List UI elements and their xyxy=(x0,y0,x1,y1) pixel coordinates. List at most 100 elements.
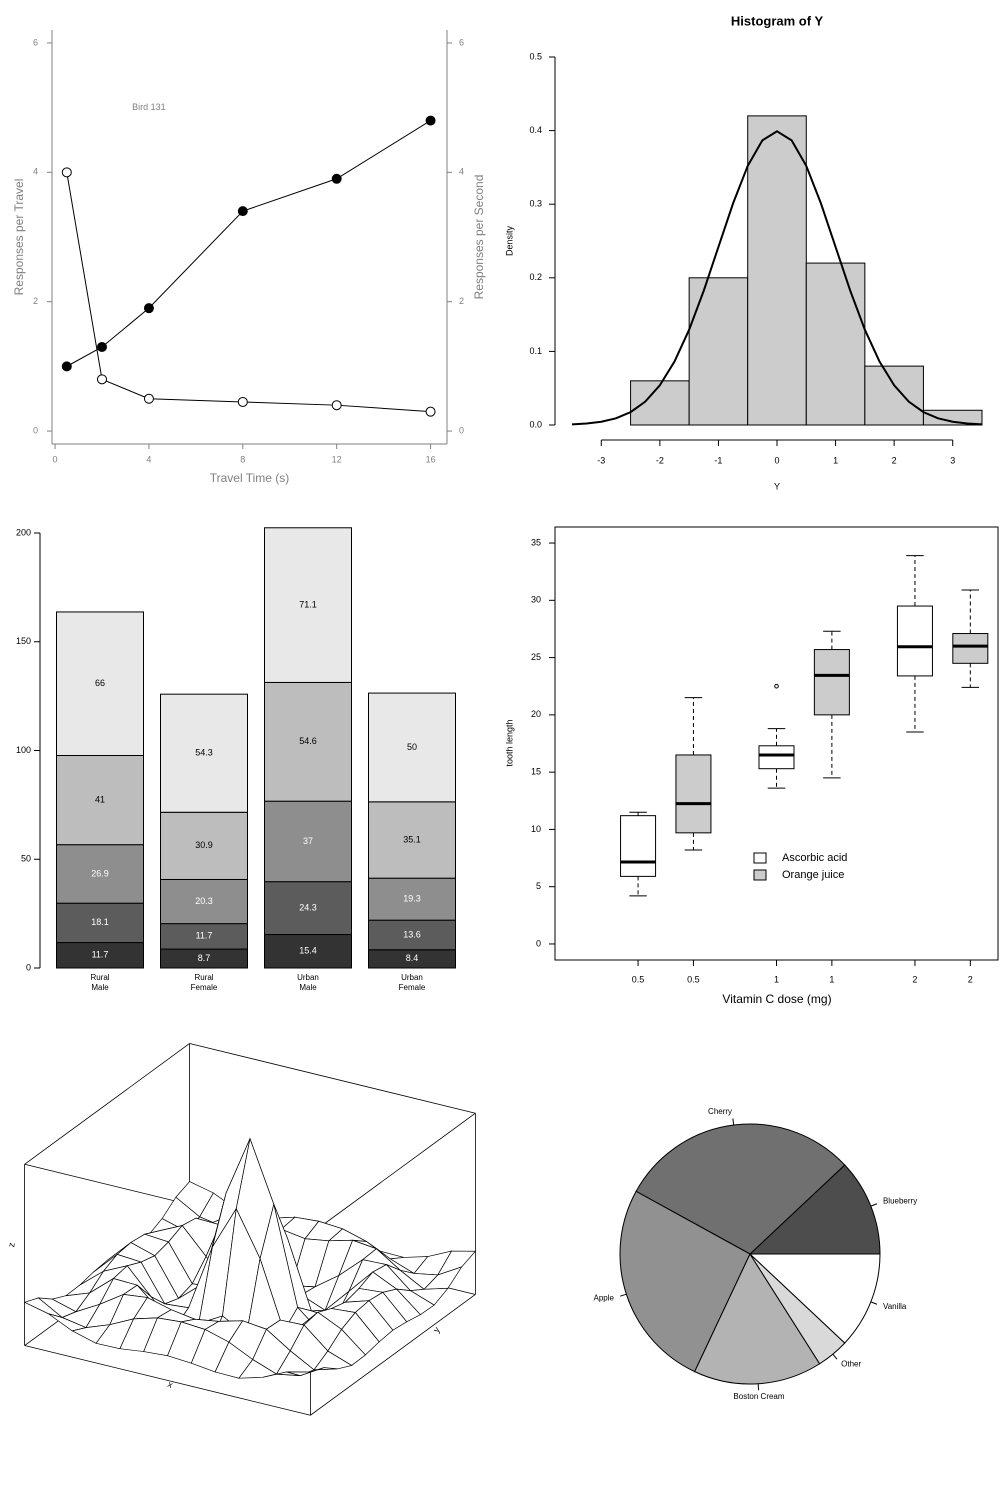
y-tick-label: 100 xyxy=(16,745,31,755)
y-tick-label: 6 xyxy=(33,37,38,47)
data-label: 54.3 xyxy=(195,748,213,758)
y2-axis-label: Responses per Second xyxy=(472,175,486,300)
y-tick-label: 0.5 xyxy=(529,51,542,61)
y-tick-label: 35 xyxy=(531,537,541,547)
legend-swatch xyxy=(753,852,767,864)
x-tick-label: 1 xyxy=(833,455,838,465)
x-tick-label: 12 xyxy=(332,454,342,464)
bar-segment xyxy=(264,681,352,802)
y2-tick-label: 2 xyxy=(459,296,464,306)
y-tick-label: 200 xyxy=(16,527,31,537)
y2-tick-label: 4 xyxy=(459,167,464,177)
x-tick-label: -2 xyxy=(656,455,664,465)
data-label: 71.1 xyxy=(299,599,317,609)
y-tick-label: 20 xyxy=(531,709,541,719)
data-label: 37 xyxy=(303,836,313,846)
y-tick-label: 0 xyxy=(536,938,541,948)
box xyxy=(675,754,712,834)
label-leader xyxy=(870,1301,878,1305)
x-tick-label: Female xyxy=(399,983,426,992)
box-edge xyxy=(310,1112,476,1235)
series-point xyxy=(425,115,436,126)
outlier xyxy=(774,683,779,689)
label-leader xyxy=(832,1353,838,1360)
box-edge xyxy=(310,1294,476,1416)
histogram-bar xyxy=(864,365,924,426)
x-tick-label: 0 xyxy=(774,455,779,465)
surface-cell xyxy=(286,1367,325,1376)
y-tick-label: 0 xyxy=(33,425,38,435)
data-label: 8.7 xyxy=(198,953,211,963)
density-curve xyxy=(571,130,983,426)
bar-segment xyxy=(160,878,248,925)
box xyxy=(813,649,850,716)
x-tick-label: 1 xyxy=(774,974,779,984)
y-tick-label: 0.3 xyxy=(529,199,542,209)
data-label: 41 xyxy=(95,794,105,804)
bar-segment xyxy=(368,801,456,879)
x-tick-label: 0.5 xyxy=(687,974,700,984)
x-tick-label: 4 xyxy=(146,454,151,464)
y2-tick-label: 0 xyxy=(459,425,464,435)
x-axis-label: Travel Time (s) xyxy=(210,471,290,485)
legend-label: Orange juice xyxy=(782,869,844,881)
data-label: 8.4 xyxy=(406,953,419,963)
x-tick-label: 2 xyxy=(968,974,973,984)
slice-label: Cherry xyxy=(708,1107,732,1116)
x-tick-label: Rural xyxy=(90,973,109,982)
data-label: 35.1 xyxy=(403,834,421,844)
x-tick-label: 2 xyxy=(912,974,917,984)
x-tick-label: 1 xyxy=(829,974,834,984)
annotation: Bird 131 xyxy=(132,102,166,112)
series-point xyxy=(331,400,342,411)
bar-segment xyxy=(368,692,456,803)
y-tick-label: 0.1 xyxy=(529,346,542,356)
slice-label: Vanilla xyxy=(883,1302,907,1311)
x-tick-label: 16 xyxy=(426,454,436,464)
data-label: 15.4 xyxy=(299,946,317,956)
z-axis-label: z xyxy=(6,1241,17,1248)
y-axis-label: Density xyxy=(504,225,514,256)
x-axis-label: Vitamin C dose (mg) xyxy=(722,992,831,1006)
data-label: 11.7 xyxy=(196,931,213,941)
data-label: 50 xyxy=(407,742,417,752)
y-axis-label: Responses per Travel xyxy=(12,179,26,296)
y-tick-label: 15 xyxy=(531,767,541,777)
box xyxy=(620,815,657,877)
chart-title: Histogram of Y xyxy=(731,13,824,28)
bar-segment xyxy=(368,877,456,921)
histogram-bar xyxy=(630,380,690,426)
pie-slice xyxy=(693,1252,821,1385)
slice-label: Other xyxy=(841,1359,861,1368)
bar-segment xyxy=(264,527,352,683)
x-tick-label: Female xyxy=(191,983,218,992)
y2-tick-label: 6 xyxy=(459,37,464,47)
series-point xyxy=(143,303,154,314)
x-tick-label: 0.5 xyxy=(632,974,645,984)
x-tick-label: Male xyxy=(91,983,109,992)
y-tick-label: 0.0 xyxy=(529,419,542,429)
y-axis-label: tooth length xyxy=(504,719,514,766)
bar-segment xyxy=(160,693,248,813)
label-leader xyxy=(620,1293,627,1297)
bar-segment xyxy=(56,942,144,969)
histogram-bar xyxy=(747,115,807,426)
legend-swatch xyxy=(753,869,767,881)
data-label: 18.1 xyxy=(91,917,109,927)
box-edge xyxy=(24,1043,190,1165)
series-line xyxy=(66,172,431,413)
data-label: 66 xyxy=(95,678,105,688)
y-tick-label: 150 xyxy=(16,636,31,646)
label-leader xyxy=(870,1203,878,1207)
y-tick-label: 5 xyxy=(536,881,541,891)
series-point xyxy=(96,374,107,385)
data-label: 11.7 xyxy=(92,950,109,960)
x-tick-label: 2 xyxy=(892,455,897,465)
bar-segment xyxy=(56,755,144,846)
x-axis-label: Y xyxy=(774,481,780,491)
pie-slice xyxy=(619,1190,751,1373)
x-tick-label: Male xyxy=(299,983,317,992)
y-tick-label: 0 xyxy=(26,962,31,972)
x-axis-label: x xyxy=(166,1379,175,1390)
